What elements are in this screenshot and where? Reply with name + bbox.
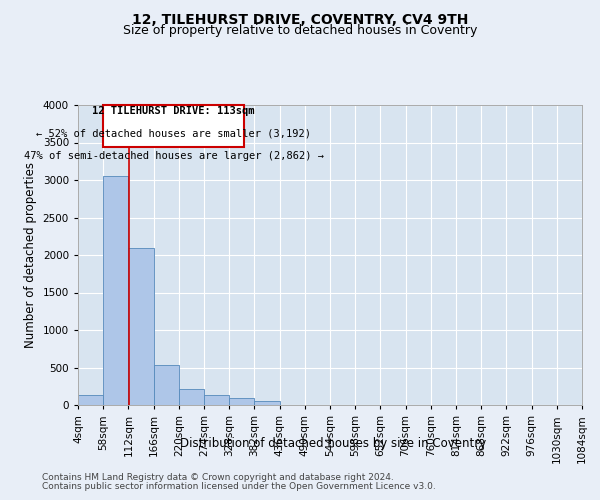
Bar xyxy=(154,365,179,405)
Bar xyxy=(204,395,229,405)
Bar xyxy=(179,388,204,405)
Text: Distribution of detached houses by size in Coventry: Distribution of detached houses by size … xyxy=(180,438,486,450)
Text: ← 52% of detached houses are smaller (3,192): ← 52% of detached houses are smaller (3,… xyxy=(36,129,311,139)
Text: Contains HM Land Registry data © Crown copyright and database right 2024.: Contains HM Land Registry data © Crown c… xyxy=(42,472,394,482)
Text: 12 TILEHURST DRIVE: 113sqm: 12 TILEHURST DRIVE: 113sqm xyxy=(92,106,255,117)
Text: 12, TILEHURST DRIVE, COVENTRY, CV4 9TH: 12, TILEHURST DRIVE, COVENTRY, CV4 9TH xyxy=(132,12,468,26)
Bar xyxy=(254,401,280,405)
FancyBboxPatch shape xyxy=(103,105,244,147)
Text: 47% of semi-detached houses are larger (2,862) →: 47% of semi-detached houses are larger (… xyxy=(23,151,323,161)
Bar xyxy=(78,395,103,405)
Bar xyxy=(229,398,254,405)
Bar xyxy=(128,248,154,405)
Bar xyxy=(103,176,128,405)
Text: Contains public sector information licensed under the Open Government Licence v3: Contains public sector information licen… xyxy=(42,482,436,491)
Text: Size of property relative to detached houses in Coventry: Size of property relative to detached ho… xyxy=(123,24,477,37)
Y-axis label: Number of detached properties: Number of detached properties xyxy=(24,162,37,348)
